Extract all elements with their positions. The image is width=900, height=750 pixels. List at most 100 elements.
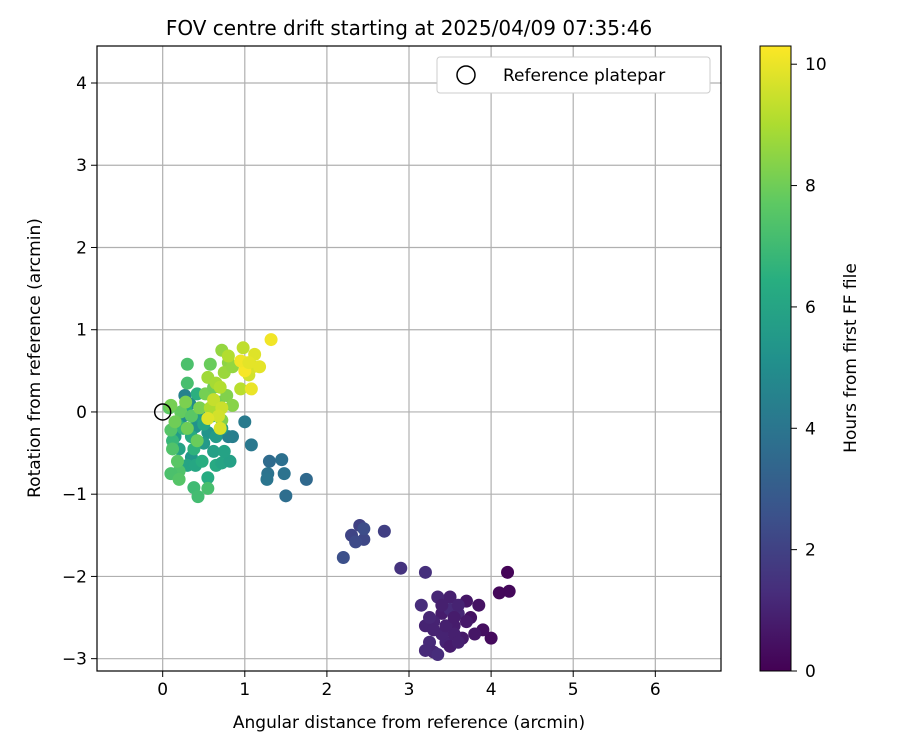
colorbar-tick-label: 2 — [805, 541, 816, 561]
colorbar: 0 2 4 6 8 10 Hours from first FF file — [759, 45, 861, 682]
data-point — [502, 584, 516, 598]
data-point — [414, 598, 428, 612]
data-point — [174, 405, 188, 419]
y-tick-label: 3 — [76, 156, 87, 176]
data-point — [418, 565, 432, 579]
y-tick-label: −2 — [62, 567, 87, 587]
colorbar-tick-label: 0 — [805, 662, 816, 682]
data-point — [180, 376, 194, 390]
data-point — [394, 561, 408, 575]
data-point — [377, 524, 391, 538]
data-point — [234, 382, 248, 396]
y-axis-ticks: −3 −2 −1 0 1 2 3 4 — [62, 74, 97, 670]
legend-marker-open-circle — [456, 65, 476, 85]
data-point — [195, 454, 209, 468]
data-point — [244, 382, 258, 396]
data-point — [468, 627, 482, 641]
data-point — [166, 442, 180, 456]
data-point — [501, 565, 515, 579]
data-point — [279, 489, 293, 503]
y-tick-label: 2 — [76, 238, 87, 258]
data-point — [242, 356, 256, 370]
legend-label-reference-platepar: Reference platepar — [503, 66, 665, 86]
data-point — [207, 393, 221, 407]
data-point — [179, 395, 193, 409]
data-point — [164, 398, 178, 412]
x-tick-label: 6 — [650, 680, 661, 700]
data-point — [225, 398, 239, 412]
data-points — [162, 333, 516, 662]
data-point — [203, 357, 217, 371]
y-tick-label: 1 — [76, 321, 87, 341]
data-point — [260, 472, 274, 486]
data-point — [418, 643, 432, 657]
data-point — [299, 472, 313, 486]
data-point — [201, 481, 215, 495]
data-point — [212, 409, 226, 423]
legend-box — [436, 56, 711, 94]
data-point — [431, 648, 445, 662]
data-point — [217, 444, 231, 458]
y-tick-label: −3 — [62, 650, 87, 670]
data-point — [451, 635, 465, 649]
x-tick-label: 3 — [404, 680, 415, 700]
x-tick-label: 1 — [239, 680, 250, 700]
colorbar-tick-label: 10 — [805, 55, 827, 75]
data-point — [213, 380, 227, 394]
data-point — [277, 467, 291, 481]
data-point — [201, 471, 215, 485]
data-point — [180, 357, 194, 371]
data-point — [184, 409, 198, 423]
data-point — [262, 454, 276, 468]
colorbar-tick-label: 6 — [805, 298, 816, 318]
data-point — [207, 444, 221, 458]
legend: Reference platepar — [436, 56, 711, 94]
data-point — [484, 631, 498, 645]
data-point — [357, 522, 371, 536]
colorbar-gradient — [759, 45, 792, 672]
chart-title: FOV centre drift starting at 2025/04/09 … — [166, 16, 652, 40]
data-point — [172, 472, 186, 486]
data-point — [221, 349, 235, 363]
colorbar-ticks: 0 2 4 6 8 10 — [791, 55, 827, 682]
data-point — [492, 586, 506, 600]
data-point — [201, 412, 215, 426]
data-point — [236, 341, 250, 355]
data-point — [193, 401, 207, 415]
reference-point-marker — [153, 403, 172, 421]
data-point — [336, 551, 350, 565]
y-tick-label: −1 — [62, 485, 87, 505]
colorbar-tick-label: 8 — [805, 177, 816, 197]
data-point — [451, 598, 465, 612]
data-point — [180, 421, 194, 435]
x-tick-label: 5 — [568, 680, 579, 700]
data-point — [238, 415, 252, 429]
x-tick-label: 2 — [321, 680, 332, 700]
data-point — [170, 454, 184, 468]
data-point — [427, 623, 441, 637]
data-point — [275, 453, 289, 467]
data-point — [168, 415, 182, 429]
data-point — [190, 434, 204, 448]
y-tick-label: 4 — [76, 74, 87, 94]
data-point — [439, 619, 453, 633]
data-point — [191, 490, 205, 504]
x-axis-ticks: 0 1 2 3 4 5 6 — [157, 671, 661, 700]
grid — [97, 46, 721, 671]
data-point — [244, 438, 258, 452]
data-point — [223, 454, 237, 468]
data-point — [472, 598, 486, 612]
x-axis-label: Angular distance from reference (arcmin) — [233, 713, 585, 733]
colorbar-tick-label: 4 — [805, 419, 816, 439]
x-tick-label: 0 — [157, 680, 168, 700]
data-point — [459, 615, 473, 629]
x-tick-label: 4 — [486, 680, 497, 700]
data-point — [423, 611, 437, 625]
data-point — [443, 590, 457, 604]
data-point — [264, 333, 278, 347]
data-point — [447, 611, 461, 625]
data-point — [435, 598, 449, 612]
data-point — [349, 535, 363, 549]
data-point — [253, 360, 267, 374]
